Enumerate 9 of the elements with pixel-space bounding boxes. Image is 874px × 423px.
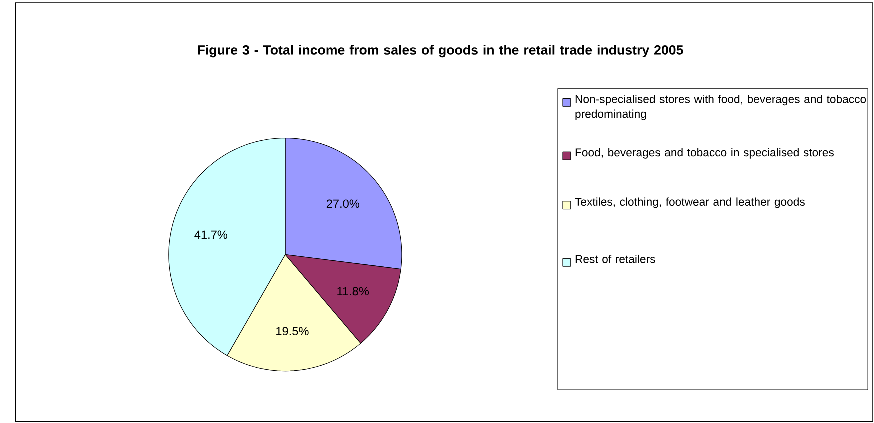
legend-label: Textiles, clothing, footwear and leather goods [575,198,805,208]
data-label: 19.5% [276,327,309,336]
legend-label: Non-specialised stores with food, beverages and tobacco predominating [576,95,866,121]
legend-label: Rest of retailers [576,255,656,264]
legend-label: Food, beverages and tobacco in specialised stores [576,148,834,160]
data-label: 11.8% [338,287,370,296]
chart-title: Figure 3 - Total income from sales of goods in the retail trade industry 2005 [198,45,684,58]
data-label: 41.7% [194,230,228,240]
data-label: 27.0% [326,200,360,208]
